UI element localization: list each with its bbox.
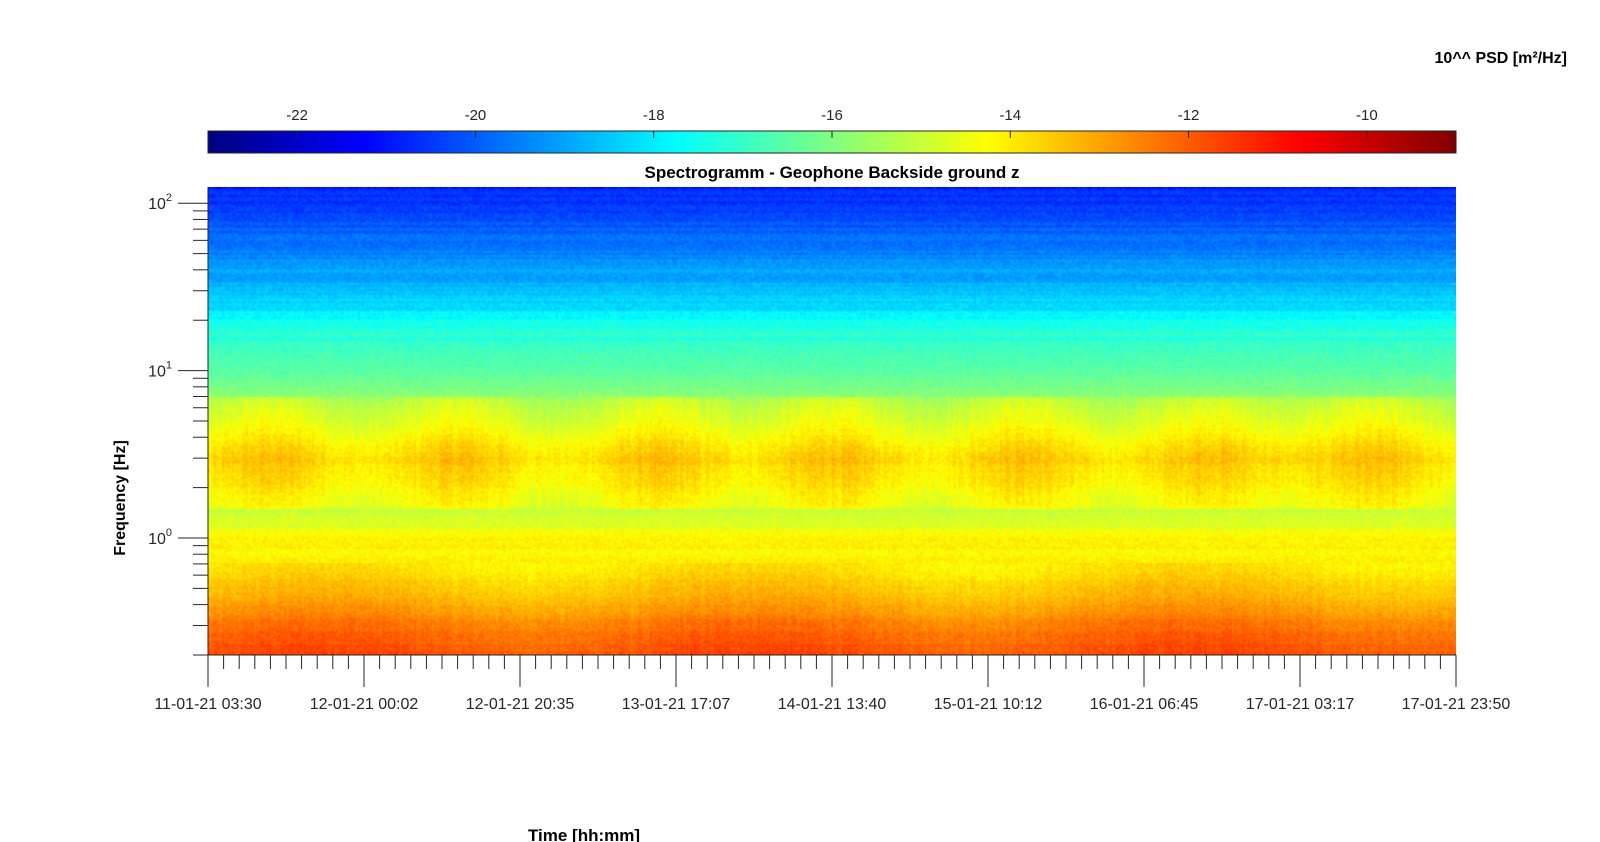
x-axis-label: Time [hh:mm]: [528, 826, 640, 842]
x-tick-label: 14-01-21 13:40: [778, 696, 887, 713]
y-tick-label: 102: [148, 192, 172, 213]
colorbar-tick-label: -12: [1178, 107, 1200, 124]
x-tick-label: 11-01-21 03:30: [154, 696, 261, 713]
x-tick-label: 17-01-21 03:17: [1246, 696, 1355, 713]
colorbar-tick-label: -22: [286, 107, 308, 124]
colorbar-ticks: -22 -20 -18 -16 -14 -12 -10: [286, 107, 1378, 138]
x-tick-label: 17-01-21 23:50: [1402, 696, 1511, 713]
x-axis-ticks: 11-01-21 03:30 12-01-21 00:02 12-01-21 20:…: [154, 655, 1510, 713]
colorbar-tick-label: -18: [643, 107, 665, 124]
plot-title: Spectrogramm - Geophone Backside ground …: [644, 163, 1019, 182]
y-axis-label: Frequency [Hz]: [112, 440, 129, 556]
colorbar-tick-label: -14: [999, 107, 1021, 124]
colorbar-strip: [208, 131, 1456, 153]
colorbar-tick-label: -20: [465, 107, 487, 124]
x-tick-label: 16-01-21 06:45: [1090, 696, 1199, 713]
colorbar: -22 -20 -18 -16 -14 -12 -10: [207, 107, 1457, 154]
x-tick-label: 15-01-21 10:12: [934, 696, 1043, 713]
spectrogram-heatmap: [208, 187, 1456, 655]
x-tick-label: 12-01-21 00:02: [310, 696, 419, 713]
x-tick-label: 13-01-21 17:07: [622, 696, 731, 713]
plot-area: 100 101 102 11-01-21 03:30 12-01-21 00:02 12…: [148, 187, 1510, 713]
x-tick-label: 12-01-21 20:35: [466, 696, 575, 713]
y-axis-ticks: 100 101 102: [148, 192, 208, 656]
y-tick-label: 101: [148, 360, 172, 381]
colorbar-tick-label: -16: [821, 107, 843, 124]
colorbar-tick-label: -10: [1356, 107, 1378, 124]
y-tick-label: 100: [148, 527, 172, 548]
colorbar-label: 10^^ PSD [m²/Hz]: [1435, 50, 1567, 67]
